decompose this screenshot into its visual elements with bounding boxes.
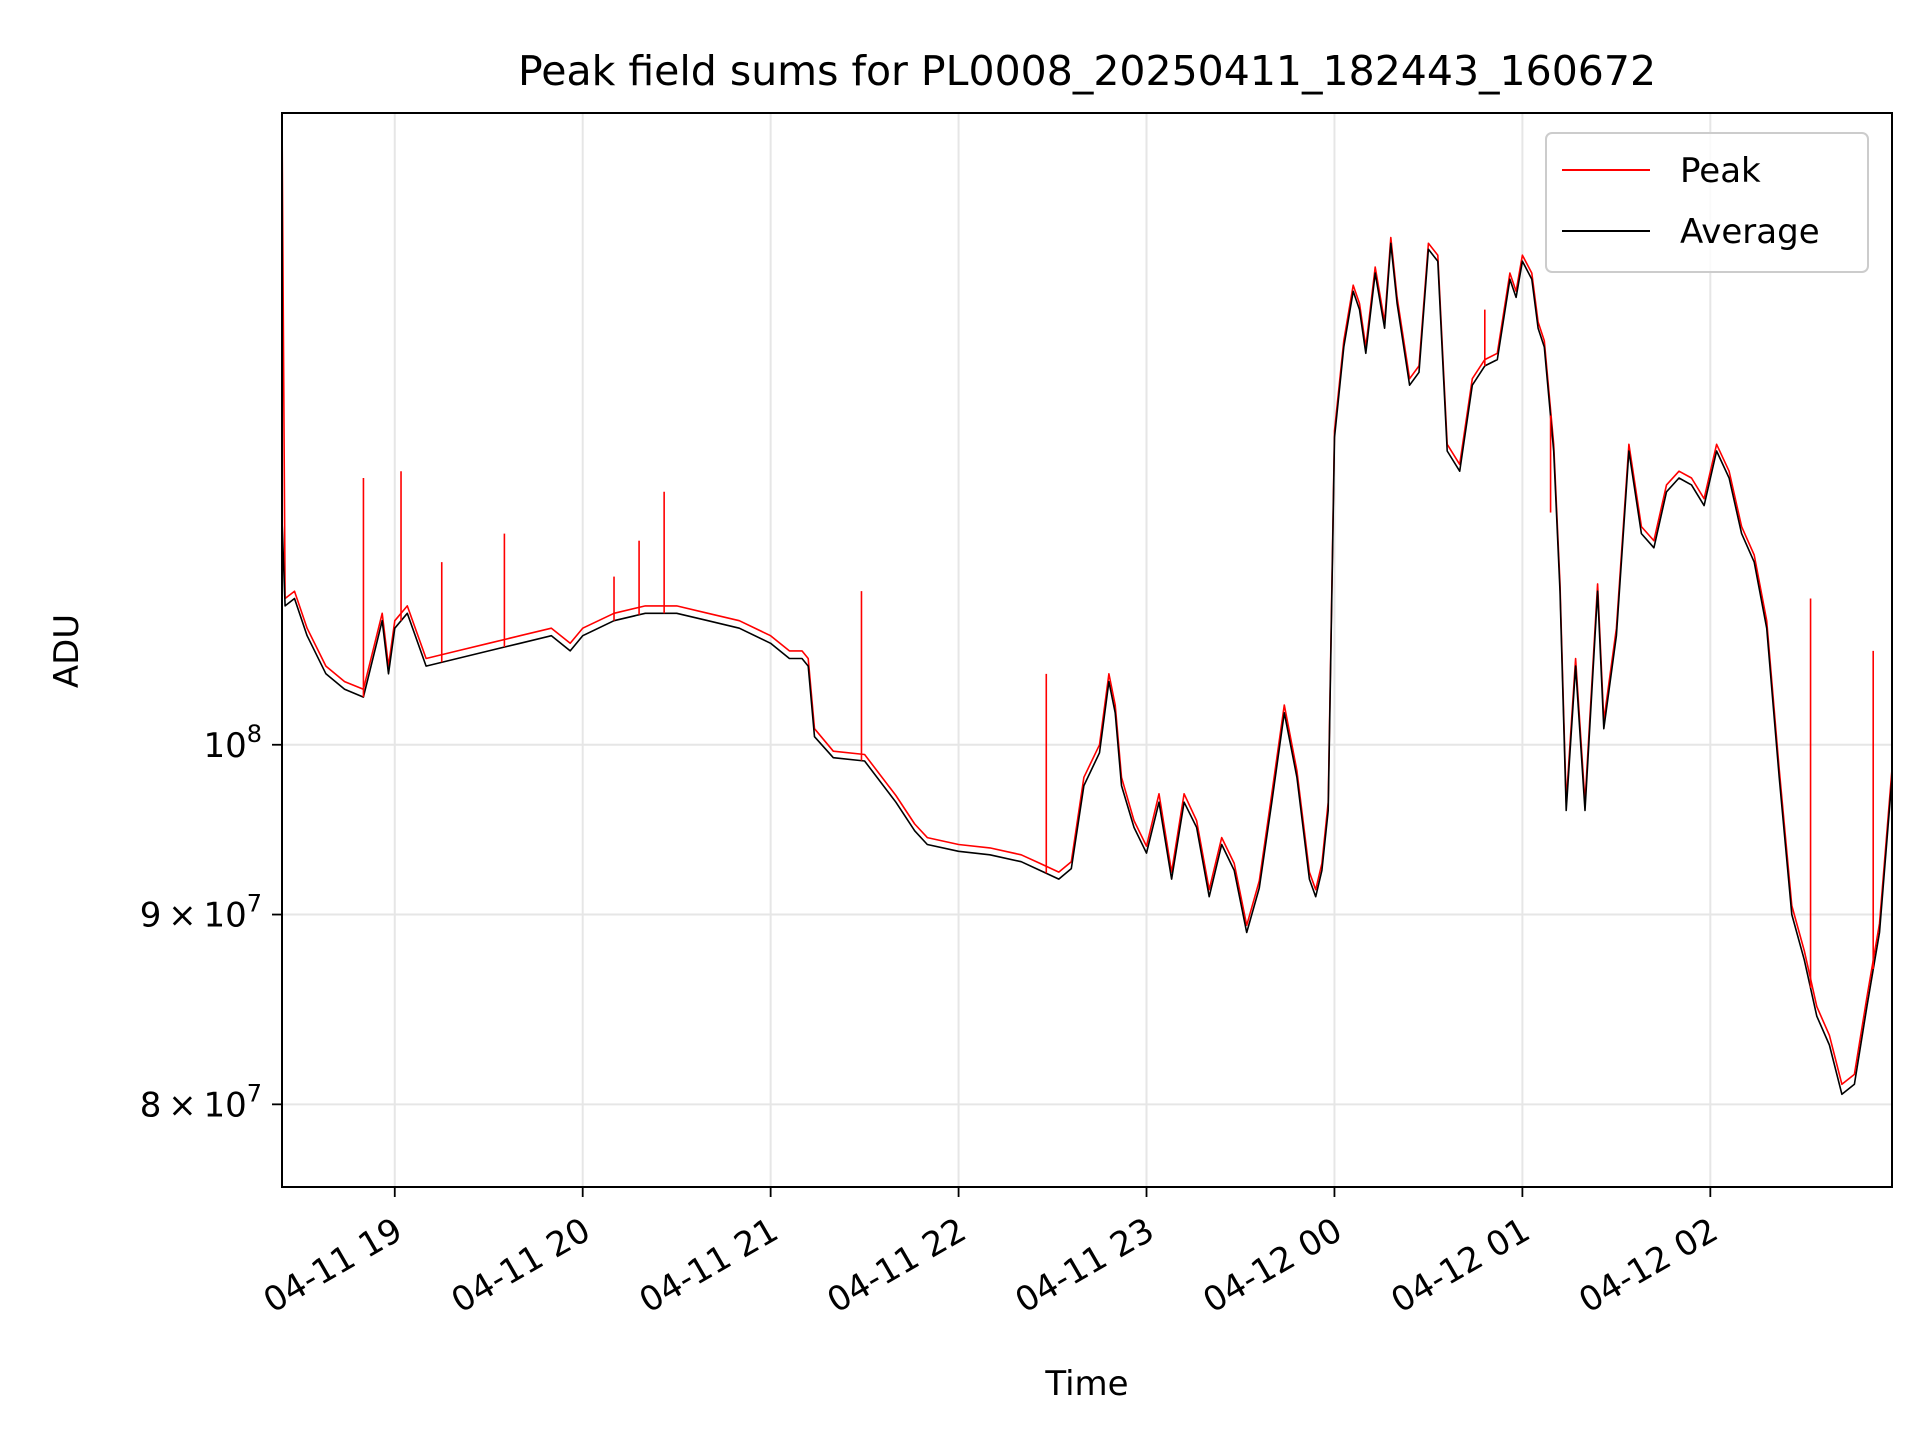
legend-label-peak: Peak <box>1680 151 1761 191</box>
legend: Peak Average <box>1545 132 1869 273</box>
series-line-peak <box>281 112 1893 1086</box>
y-tick-label: 9 × 107 <box>140 890 262 936</box>
x-axis-label: Time <box>1044 1364 1128 1404</box>
axes-frame <box>281 112 1893 1188</box>
series-line-average <box>281 242 1893 1096</box>
y-axis: 8 × 107 9 × 107 108 <box>140 720 282 1125</box>
legend-label-average: Average <box>1680 212 1820 252</box>
y-tick-label: 8 × 107 <box>140 1079 262 1125</box>
grid <box>282 113 1892 1187</box>
y-tick-label: 108 <box>203 720 262 766</box>
plot-area <box>281 112 1893 1096</box>
legend-box <box>1545 132 1869 273</box>
chart-title: Peak field sums for PL0008_20250411_1824… <box>518 47 1656 95</box>
y-axis-label: ADU <box>47 614 87 688</box>
